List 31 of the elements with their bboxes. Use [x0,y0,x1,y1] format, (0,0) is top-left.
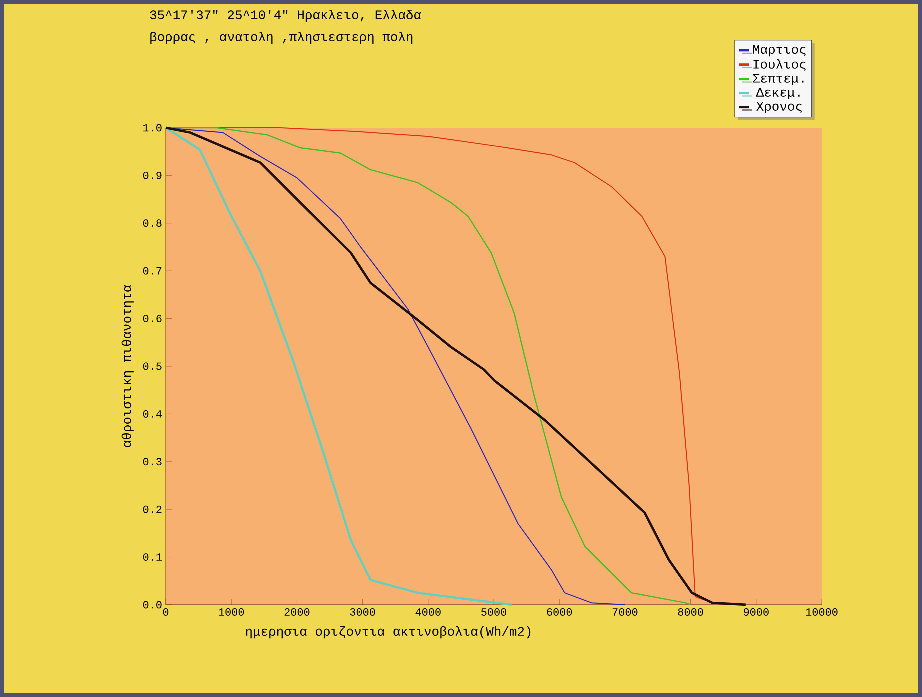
x-tick-label: 2000 [284,608,310,616]
y-tick-label: 0.4 [143,410,162,418]
x-tick-label: 9000 [744,608,769,616]
legend-label: Σεπτεμ. [753,74,804,86]
y-tick-label: 0.8 [143,220,162,228]
x-axis-title: ημερησια οριζοντια ακτινοβολια(Wh/m2) [246,626,531,639]
x-tick-label: 10000 [806,608,838,616]
y-tick-label: 0.2 [143,506,162,514]
y-tick-label: 0.9 [143,172,162,180]
y-tick-label: 0.5 [143,362,162,370]
y-tick-label: 0.3 [143,458,162,466]
y-tick-label: 0.0 [143,601,162,609]
x-tick-label: 4000 [416,608,441,616]
x-tick-label: 5000 [482,608,506,616]
y-tick-label: 0.7 [143,267,162,275]
y-tick-label: 0.1 [143,554,162,562]
y-tick-label: 0.6 [143,315,162,323]
chart-subtitle: βορρας , ανατολη ,πλησιεστερη πολη [150,32,413,44]
x-tick-label: 1000 [219,608,244,616]
legend-label: Χρονος [756,102,802,114]
x-tick-label: 8000 [678,608,704,616]
x-tick-label: 3000 [350,608,376,616]
y-axis-title: αθροιστικη πιθανοτητα [122,285,134,448]
legend-label: Ιουλιος [754,59,806,72]
x-tick-label: 0 [163,608,169,616]
y-tick-label: 1.0 [144,124,162,132]
legend-label: Μαρτιος [753,45,806,57]
x-tick-label: 7000 [612,608,638,616]
x-tick-label: 6000 [547,608,572,616]
legend-label: Δεκεμ. [756,88,800,100]
chart-title: 35^17'37" 25^10'4" Ηρακλειο, Ελλαδα [150,10,422,22]
